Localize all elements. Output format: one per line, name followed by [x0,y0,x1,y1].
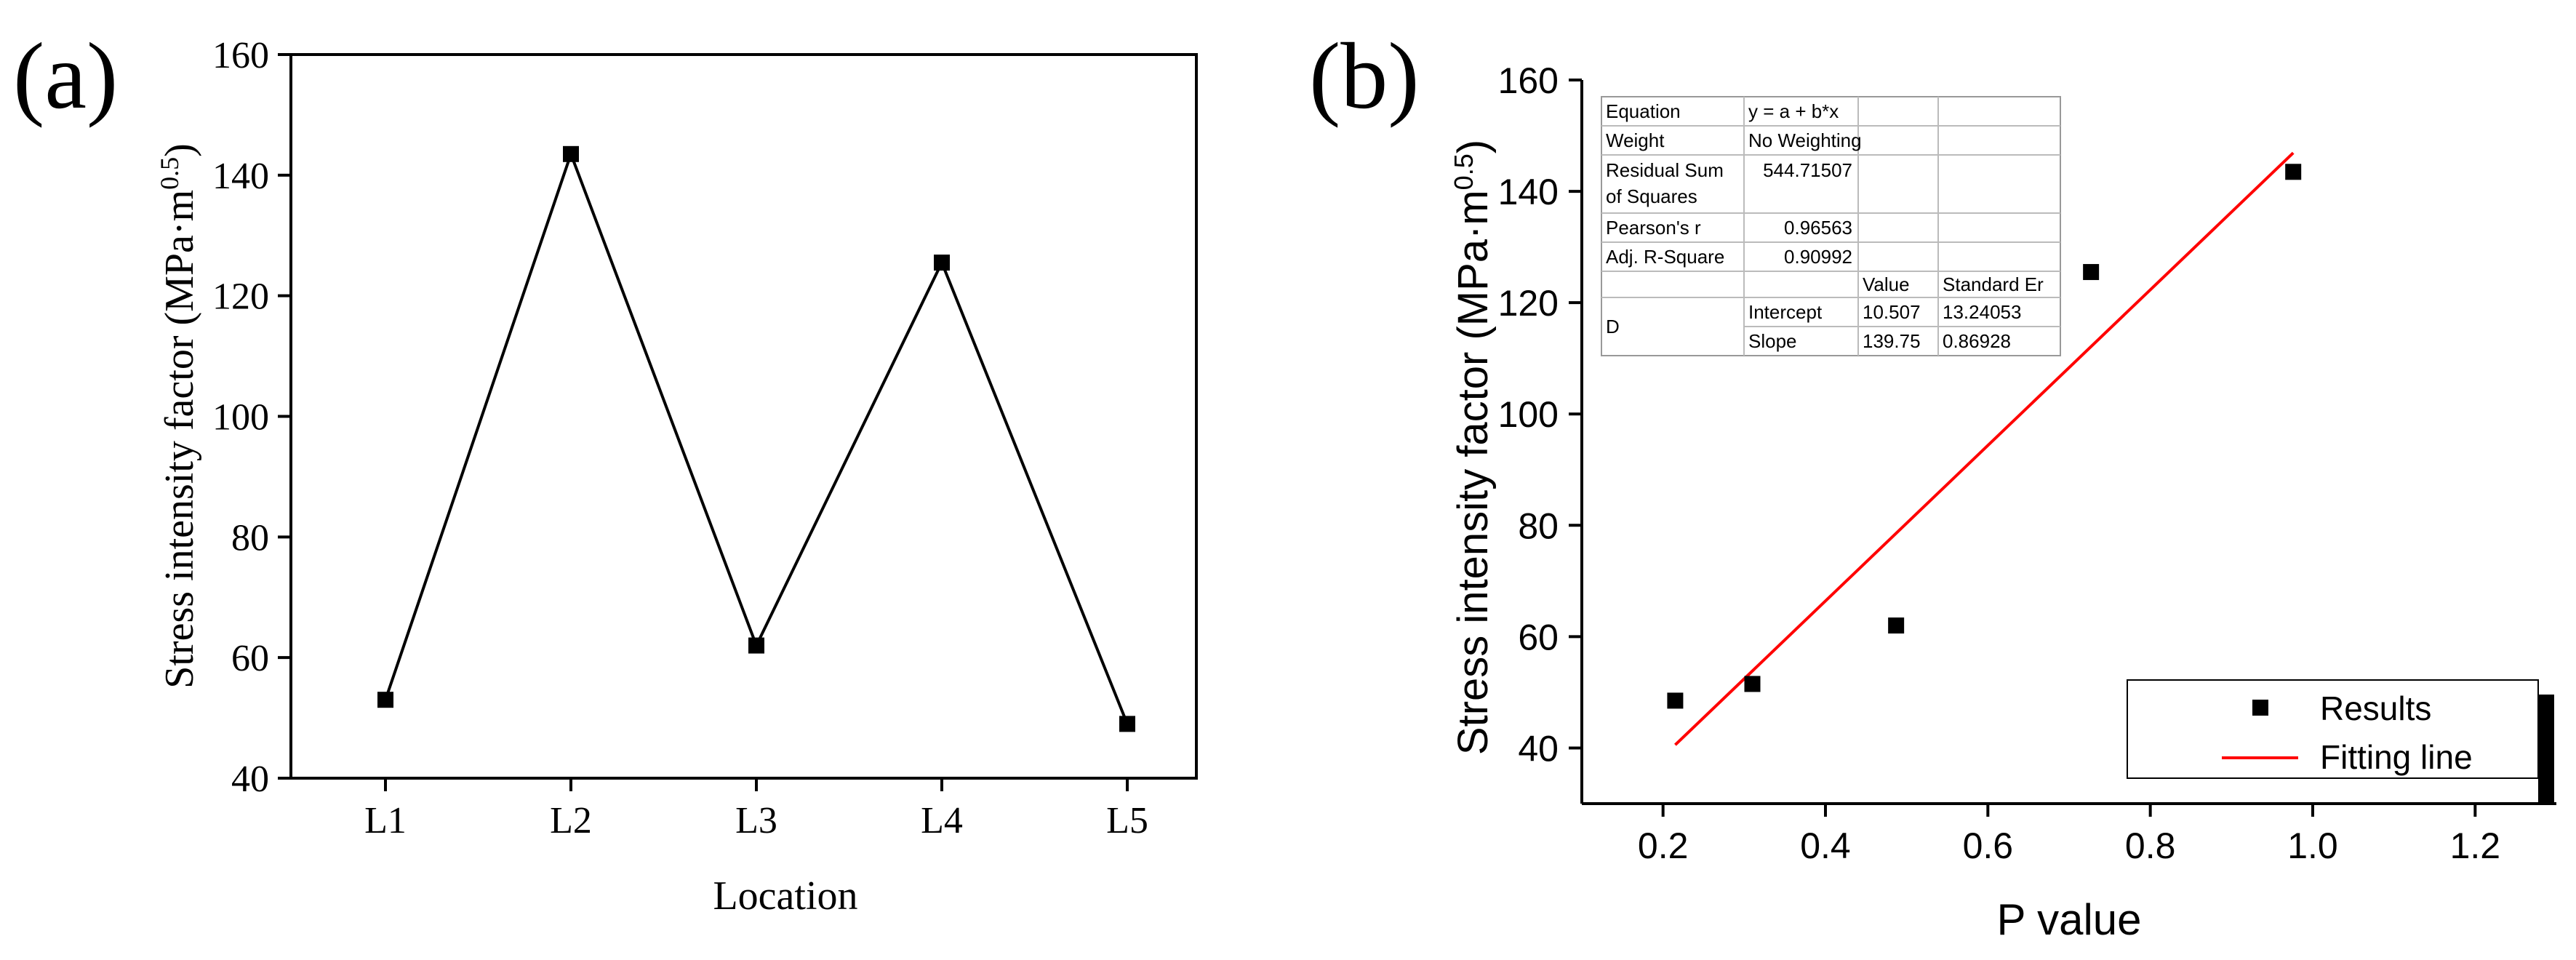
y-tick-label-b: 40 [1518,728,1559,769]
y-tick-label-b: 80 [1518,505,1559,546]
y-tick-label-b: 60 [1518,617,1559,657]
x-tick-label-a: L3 [735,800,777,841]
x-axis-a: L1 L2 L3 L4 L5 [364,778,1148,841]
stats-cell: Standard Er [1943,273,2044,295]
x-tick-label-b: 0.6 [1963,825,2014,866]
plot-frame-a [289,53,1198,780]
series-b [1667,151,2302,746]
x-tick-label-b: 1.0 [2287,825,2338,866]
y-tick-label-b: 120 [1498,283,1559,324]
data-point-a [377,692,393,708]
stats-cell: No Weighting [1748,129,1862,151]
x-tick-label-b: 0.8 [2125,825,2176,866]
x-tick-label-b: 1.2 [2450,825,2501,866]
data-point-a [748,637,764,654]
y-tick-label-b: 140 [1498,172,1559,212]
y-tick-label-a: 40 [231,759,269,800]
stats-cell: 0.86928 [1943,330,2011,352]
y-tick-label-a: 140 [212,156,269,197]
panel-b: (b) 40 60 80 100 120 140 160 0.2 0.4 0.6 0.8 1.0 1.… [1309,24,2556,944]
panel-label-a: (a) [13,24,118,129]
x-axis-title-b: P value [1996,895,2141,944]
x-tick-label-a: L1 [364,800,407,841]
stats-cell: y = a + b*x [1748,100,1839,122]
data-point-b [1667,692,1684,709]
stats-cell: Weight [1606,129,1665,151]
stats-cell: 0.96563 [1784,217,1852,239]
x-tick-label-b: 0.2 [1638,825,1689,866]
fitting-line [1674,151,2295,746]
stats-cell: Equation [1606,100,1681,122]
stats-table-frame [1601,96,2061,356]
stats-cell: 544.71507 [1763,159,1852,181]
y-tick-label-a: 160 [212,35,269,76]
legend-label-fitting: Fitting line [2320,738,2473,776]
legend-shadow-right [2538,695,2554,804]
y-tick-label-b: 100 [1498,394,1559,435]
y-tick-label-a: 60 [231,638,269,679]
data-point-b [2285,164,2302,180]
stats-cell: 10.507 [1863,301,1921,323]
stats-cell: Adj. R-Square [1606,246,1724,268]
stats-cell: Pearson's r [1606,217,1701,239]
x-tick-label-b: 0.4 [1800,825,1851,866]
data-point-a [934,255,950,271]
legend-box [2127,679,2539,779]
data-point-b [2083,264,2100,281]
series-a [377,145,1135,732]
data-point-a [563,145,579,162]
stats-cell: D [1606,316,1620,337]
x-tick-label-a: L5 [1106,800,1148,841]
y-tick-label-a: 120 [212,276,269,318]
legend-marker-results [2252,700,2268,716]
panel-label-b: (b) [1309,24,1420,129]
legend: Results Fitting line [2127,679,2554,804]
y-axis-b: 40 60 80 100 120 140 160 [1498,60,1582,769]
y-tick-label-b: 160 [1498,60,1559,101]
y-axis-a: 40 60 80 100 120 140 160 [212,35,291,800]
stats-cell: 0.90992 [1784,246,1852,268]
data-point-b [1744,676,1761,692]
y-axis-title-b: Stress intensity factor (MPa·m0.5) [1449,140,1497,755]
x-tick-label-a: L4 [921,800,963,841]
y-axis-title-a: Stress intensity factor (MPa·m0.5) [155,143,202,689]
data-point-a [1119,716,1135,732]
y-tick-label-a: 80 [231,517,269,559]
stats-cell: Residual Sum of Squares [1606,159,1724,207]
stats-cell: Value [1863,273,1910,295]
x-axis-title-a: Location [713,873,857,919]
stats-cell: Intercept [1748,301,1823,323]
x-axis-b: 0.2 0.4 0.6 0.8 1.0 1.2 [1638,804,2500,866]
stats-cell: 139.75 [1863,330,1921,352]
legend-label-results: Results [2320,689,2431,727]
panel-a: (a) 40 60 80 100 120 140 160 L1 L2 L3 L4 L5 Locati… [13,24,1198,919]
x-tick-label-a: L2 [550,800,592,841]
y-tick-label-a: 100 [212,397,269,439]
data-point-b [1888,617,1905,634]
stats-cell: 13.24053 [1943,301,2021,323]
fit-statistics-table: Equation y = a + b*x Weight No Weighting Res… [1601,96,2061,356]
stats-cell: Slope [1748,330,1797,352]
